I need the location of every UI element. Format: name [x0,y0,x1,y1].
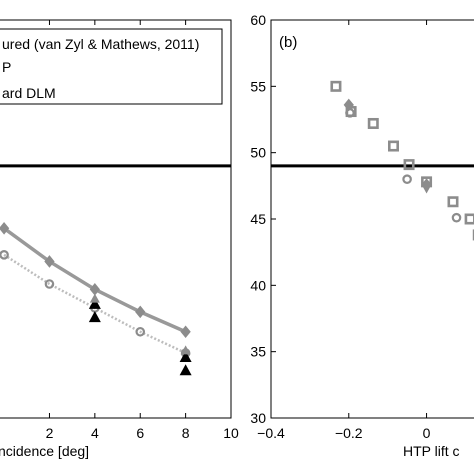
panel-b-series-1-point [451,212,462,223]
panel-a-axes-frame [0,19,232,419]
panel-a-series-0-point [180,325,191,339]
panel-a-x-ticks: 2 4 6 8 10 [46,20,239,441]
panel-a-series-2-point [88,311,101,323]
panel-b-series-0-point [464,213,474,225]
panel-b-x-ticks: −0.4−0.200. [257,20,431,441]
panel-a: 2 4 6 8 10 ncidence [deg] ured (van Zyl & Ma… [0,19,239,459]
panel-a-x-axis-label: ncidence [deg] [0,443,89,459]
panel-b-axes-frame [270,19,474,419]
panel-b-y-tick-label: 55 [250,78,266,94]
panel-b-x-tick-label: −0.2 [335,425,363,441]
panel-b-y-tick-label: 60 [250,12,266,28]
panel-b-series-0-point [330,80,342,92]
panel-a-x-tick-label: 10 [223,425,239,441]
panel-a-plot [0,164,231,376]
panel-a-series-2-point [88,297,101,309]
legend-box [0,28,223,105]
panel-b-series-3-point [421,184,432,194]
panel-b-y-ticks: 30 35 40 45 50 55 60 [250,12,276,426]
panel-b-y-tick-label: 50 [250,145,266,161]
panel-a-series-3-point [180,345,191,355]
panel-b-label: (b) [279,34,297,51]
panel-a-series-3-point [89,293,100,303]
panel-b-series-0-point [447,196,459,208]
panel-a-series-0-point [135,305,146,319]
panel-a-x-tick-label: 6 [136,425,144,441]
panel-a-x-tick-label: 4 [91,425,99,441]
panel-b-x-axis-label: HTP lift c [403,443,460,459]
legend-entry-measured: ured (van Zyl & Mathews, 2011) [2,36,199,52]
panel-b-y-tick-label: 40 [250,277,266,293]
panel-b-plot [271,80,474,241]
panel-a-x-tick-label: 8 [182,425,190,441]
panel-b-series-0-point [367,117,379,129]
panel-b-x-tick-label: 0 [423,425,431,441]
panel-b-series-1-point [402,174,412,185]
panel-b-series-0-point [403,159,415,171]
panel-a-x-tick-label: 2 [46,425,54,441]
legend-entry-htp: P [2,59,11,75]
panel-a-series-1-point [44,279,55,289]
panel-a-series-0-point [0,221,10,235]
panel-b-y-tick-label: 35 [250,344,266,360]
panel-a-series-0-point [44,255,55,268]
panel-a-legend: ured (van Zyl & Mathews, 2011) P ard DLM [0,28,223,105]
panel-a-series-2-point [179,350,192,362]
panel-a-series-2-point [179,364,192,376]
panel-b-series-0-point [387,140,399,152]
panel-b-x-tick-label: −0.4 [257,425,285,441]
panel-a-series-1-point [135,326,146,337]
panel-b-y-tick-label: 30 [250,410,266,426]
panel-b-series-2-point [343,98,354,112]
legend-entry-standard-dlm: ard DLM [2,85,56,101]
panel-a-series-1-point [0,250,9,260]
panel-b-y-tick-label: 45 [250,211,266,227]
